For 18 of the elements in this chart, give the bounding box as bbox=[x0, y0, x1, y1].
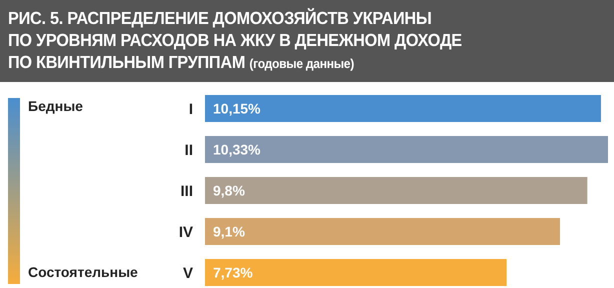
data-label: 10,33% bbox=[213, 142, 262, 158]
data-label: 7,73% bbox=[213, 264, 254, 280]
y-tick-label: III bbox=[180, 182, 193, 200]
bar bbox=[205, 259, 507, 286]
data-label: 9,1% bbox=[213, 224, 246, 240]
data-label: 10,15% bbox=[213, 100, 262, 116]
chart-subtitle: (годовые данные) bbox=[249, 56, 354, 71]
text: Состоятельные bbox=[28, 264, 138, 280]
bar bbox=[205, 177, 588, 204]
y-tick-label: IV bbox=[178, 224, 193, 241]
data-label: 9,8% bbox=[213, 182, 246, 198]
bar bbox=[205, 136, 608, 163]
bar bbox=[205, 218, 560, 245]
bar bbox=[205, 95, 601, 122]
y-tick-label: I bbox=[188, 100, 193, 118]
y-tick-label: V bbox=[182, 264, 193, 282]
y-tick-label: II bbox=[184, 142, 193, 159]
text: Бедные bbox=[28, 98, 83, 114]
